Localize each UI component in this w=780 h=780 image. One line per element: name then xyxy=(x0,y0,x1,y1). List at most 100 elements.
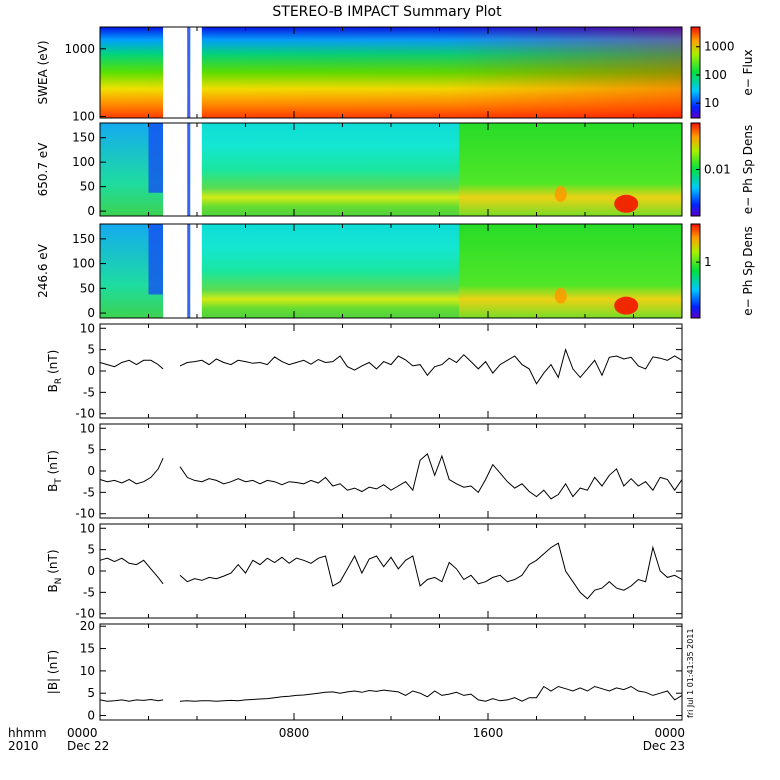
pad650-data-gap-1 xyxy=(190,123,202,216)
pad650-ytick-label-0: 0 xyxy=(87,204,95,218)
bn-ylabel: BN (nT) xyxy=(46,549,64,592)
bt-frame xyxy=(99,423,683,519)
bt-ytick-label-1: -5 xyxy=(83,485,95,499)
pad246-ylabel: 246.6 eV xyxy=(36,243,50,298)
bt-ylabel-subscript: T xyxy=(54,478,64,485)
bn-ytick-label-1: -5 xyxy=(83,585,95,599)
pad650-late-field xyxy=(458,123,682,216)
br-ylabel-unit: (nT) xyxy=(46,350,60,378)
pad246-ytick-label-3: 150 xyxy=(72,232,95,246)
pad246-colorbar-label: e− Ph Sp Dens xyxy=(741,226,755,315)
br-frame xyxy=(99,323,683,419)
pad246-ytick-label-0: 0 xyxy=(87,306,95,320)
bmag-series-line xyxy=(99,685,683,702)
swea-ytick-label-0: 100 xyxy=(72,109,95,123)
pad246-narrow-stripe xyxy=(187,224,191,318)
pad246-ytick-label-2: 100 xyxy=(72,257,95,271)
bn-ytick-label-2: 0 xyxy=(87,564,95,578)
pad246-colorbar-scale xyxy=(690,223,701,319)
swea-colorbar-scale xyxy=(690,26,701,119)
time-row-label: hhmm xyxy=(8,726,47,740)
br-ytick-label-0: -10 xyxy=(75,407,95,421)
pad650-ytick-label-1: 50 xyxy=(80,180,95,194)
swea-ytick-label-1: 1000 xyxy=(64,42,95,56)
bt-ytick-label-0: -10 xyxy=(75,507,95,521)
panel-swea: 10 100 1000 e− Flux 100 1000 SWEA (eV) xyxy=(36,26,755,123)
bmag-ytick-label-1: 5 xyxy=(87,686,95,700)
time-tick-label-3: 0000 xyxy=(654,726,685,740)
pad650-hotspot xyxy=(614,194,639,213)
bt-ytick-label-2: 0 xyxy=(87,464,95,478)
pad650-data-gap-0 xyxy=(163,123,188,216)
pad246-colorbar: 1 e− Ph Sp Dens xyxy=(690,223,755,319)
pad650-colorbar-tick-label-0: 0.01 xyxy=(704,163,731,177)
swea-colorbar: 10 100 1000 e− Flux xyxy=(690,26,755,119)
swea-narrow-stripe xyxy=(187,27,191,118)
time-tick-label-2: 1600 xyxy=(473,726,504,740)
pad246-late-field xyxy=(458,224,682,318)
swea-data-gap-0 xyxy=(163,27,188,118)
pad650-narrow-stripe xyxy=(187,123,191,216)
pad650-ytick-label-2: 100 xyxy=(72,155,95,169)
swea-ylabel: SWEA (eV) xyxy=(36,40,50,104)
figure-title: STEREO-B IMPACT Summary Plot xyxy=(272,4,502,20)
pad246-colorbar-tick-label-0: 1 xyxy=(704,255,712,269)
pad650-blue-streak xyxy=(148,123,164,193)
bt-ytick-label-3: 5 xyxy=(87,443,95,457)
panel-bn: -10 -5 0 5 10 BN (nT) xyxy=(46,521,683,621)
swea-spectrogram xyxy=(100,27,682,118)
br-ylabel-subscript: R xyxy=(54,378,64,384)
pad650-ylabel: 650.7 eV xyxy=(36,142,50,197)
pad246-warm-spot xyxy=(554,287,567,304)
time-tick-label-0: 0000 xyxy=(67,726,98,740)
pad246-ytick-label-1: 50 xyxy=(80,281,95,295)
br-ytick-label-4: 10 xyxy=(80,321,95,335)
swea-colorbar-tick-label-0: 10 xyxy=(704,96,719,110)
panel-pad246: 1 e− Ph Sp Dens 0 50 100 150 246.6 eV xyxy=(36,223,755,320)
bn-frame xyxy=(99,523,683,619)
bn-ytick-label-4: 10 xyxy=(80,521,95,535)
bn-ytick-label-0: -10 xyxy=(75,607,95,621)
bt-ytick-label-4: 10 xyxy=(80,421,95,435)
pad650-colorbar-label: e− Ph Sp Dens xyxy=(741,125,755,214)
pad650-ytick-label-3: 150 xyxy=(72,131,95,145)
bmag-ytick-label-2: 10 xyxy=(80,664,95,678)
swea-colorbar-tick-label-1: 100 xyxy=(704,68,727,82)
bmag-frame xyxy=(99,623,683,721)
pad246-data-gap-1 xyxy=(190,224,202,318)
time-tick-date-0: Dec 22 xyxy=(67,739,109,753)
plot-timestamp: fri Jul 1 01:41:35 2011 xyxy=(686,628,695,718)
pad650-warm-spot xyxy=(554,185,567,202)
time-year-label: 2010 xyxy=(8,739,39,753)
panel-pad650: 0.01 e− Ph Sp Dens 0 50 100 150 650.7 eV xyxy=(36,122,755,218)
bt-ylabel: BT (nT) xyxy=(46,450,64,492)
time-tick-label-1: 0800 xyxy=(279,726,310,740)
bn-ylabel-subscript: N xyxy=(54,578,64,585)
br-ytick-label-2: 0 xyxy=(87,364,95,378)
panel-bt: -10 -5 0 5 10 BT (nT) xyxy=(46,421,683,521)
br-ytick-label-3: 5 xyxy=(87,343,95,357)
pad246-blue-streak xyxy=(148,224,164,295)
swea-data-gap-1 xyxy=(190,27,202,118)
panel-br: -10 -5 0 5 10 BR (nT) xyxy=(46,321,683,421)
pad246-hotspot xyxy=(614,296,639,315)
br-series-line xyxy=(99,347,683,385)
panel-bmag: 0 5 10 15 20 |B| (nT) xyxy=(46,619,683,723)
bn-ytick-label-3: 5 xyxy=(87,543,95,557)
bt-ylabel-unit: (nT) xyxy=(46,450,60,478)
pad246-data-gap-0 xyxy=(163,224,188,318)
bt-series-line xyxy=(99,453,683,500)
pad650-colorbar: 0.01 e− Ph Sp Dens xyxy=(690,122,755,217)
bmag-ytick-label-0: 0 xyxy=(87,709,95,723)
time-tick-date-3: Dec 23 xyxy=(643,739,685,753)
br-ytick-label-1: -5 xyxy=(83,385,95,399)
bn-ylabel-unit: (nT) xyxy=(46,549,60,577)
pad246-spectrogram xyxy=(100,224,682,318)
bmag-ylabel: |B| (nT) xyxy=(46,650,60,694)
br-ylabel: BR (nT) xyxy=(46,350,64,393)
bmag-ytick-label-4: 20 xyxy=(80,619,95,633)
bn-series-line xyxy=(99,542,683,600)
